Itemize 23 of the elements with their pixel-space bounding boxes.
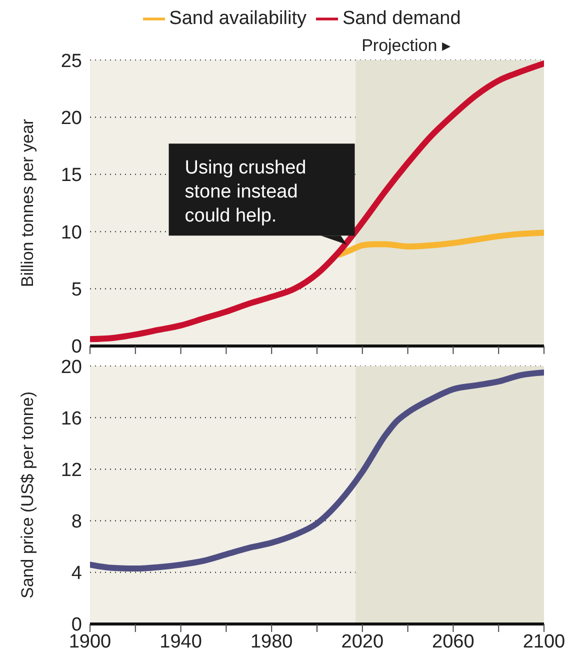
annotation: Using crushed stone instead could help. (184, 158, 306, 227)
y-tick-label: 10 (60, 222, 82, 244)
y-tick-label: 20 (60, 356, 82, 378)
y-tick-label: 8 (71, 512, 82, 533)
y-tick-label: 5 (71, 280, 82, 301)
y-tick-label: 25 (60, 50, 82, 72)
y-tick-label: 12 (60, 460, 82, 481)
y-axis-title: Sand price (US$ per tonne) (18, 392, 38, 598)
band-label: Projection ▸ (362, 36, 451, 56)
x-tick-label: 1900 (68, 631, 112, 652)
x-tick-label: 2100 (522, 631, 566, 652)
legend-label: Sand demand (342, 8, 461, 30)
y-tick-label: 20 (60, 108, 82, 129)
x-tick-label: 2060 (432, 631, 474, 652)
y-tick-label: 16 (60, 408, 82, 430)
y-tick-label: 4 (71, 563, 82, 584)
y-axis-title: Billion tonnes per year (18, 118, 38, 288)
y-tick-label: 15 (60, 165, 82, 186)
x-tick-label: 1980 (250, 631, 293, 652)
legend-label: Sand availability (169, 8, 306, 30)
y-tick-label: 0 (71, 336, 82, 358)
x-tick-label: 1940 (160, 631, 202, 652)
x-tick-label: 2020 (341, 631, 384, 652)
